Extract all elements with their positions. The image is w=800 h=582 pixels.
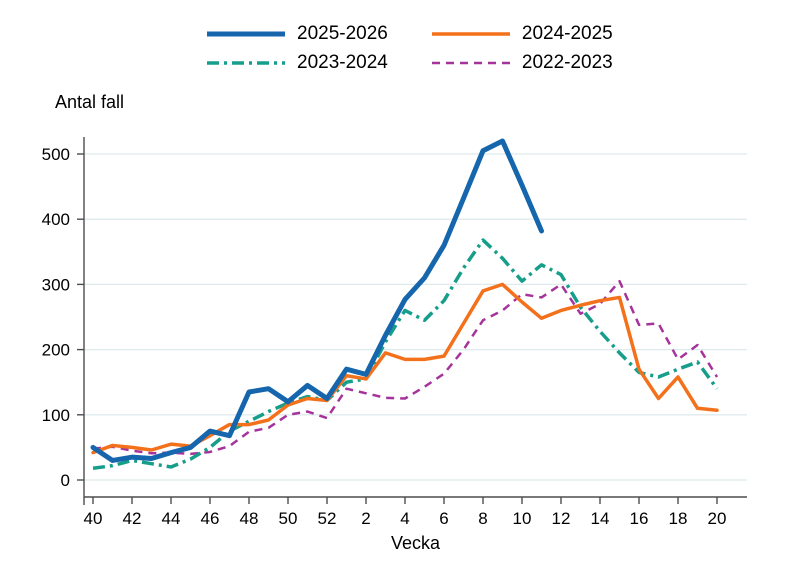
- x-tick-label: 44: [162, 509, 181, 528]
- x-tick-label: 46: [201, 509, 220, 528]
- y-tick-label: 100: [42, 406, 70, 425]
- x-tick-label: 50: [279, 509, 298, 528]
- y-tick-label: 200: [42, 341, 70, 360]
- x-tick-label: 10: [513, 509, 532, 528]
- legend-item-2024-2025: 2024-2025: [430, 22, 613, 46]
- x-tick-label: 40: [84, 509, 103, 528]
- legend-column-1: 2025-2026 2023-2024: [205, 22, 388, 75]
- y-tick-label: 300: [42, 275, 70, 294]
- legend-label: 2023-2024: [297, 52, 388, 73]
- legend-line-sample-icon: [207, 31, 285, 37]
- x-tick-label: 18: [669, 509, 688, 528]
- series-line-2023-2024: [92, 238, 719, 470]
- chart-legend: 2025-2026 2023-2024 2024-2025 2022-2023: [205, 22, 613, 75]
- legend-label: 2025-2026: [297, 23, 388, 44]
- legend-item-2022-2023: 2022-2023: [430, 51, 613, 75]
- x-tick-label: 8: [478, 509, 487, 528]
- x-tick-label: 2: [361, 509, 370, 528]
- legend-label: 2024-2025: [521, 23, 613, 44]
- x-tick-label: 52: [318, 509, 337, 528]
- legend-item-2025-2026: 2025-2026: [205, 22, 388, 46]
- legend-column-2: 2024-2025 2022-2023: [430, 22, 613, 75]
- x-tick-label: 16: [630, 509, 649, 528]
- x-tick-label: 14: [591, 509, 610, 528]
- legend-label: 2022-2023: [521, 52, 613, 73]
- x-tick-label: 48: [240, 509, 259, 528]
- y-tick-label: 400: [42, 210, 70, 229]
- x-axis-title: Vecka: [390, 533, 441, 553]
- x-tick-label: 12: [552, 509, 571, 528]
- y-axis-title: Antal fall: [55, 92, 125, 112]
- x-tick-label: 4: [400, 509, 409, 528]
- x-tick-label: 42: [123, 509, 142, 528]
- x-tick-label: 6: [439, 509, 448, 528]
- x-tick-label: 20: [708, 509, 727, 528]
- legend-item-2023-2024: 2023-2024: [205, 51, 388, 75]
- series-line-2025-2026: [90, 138, 544, 463]
- y-tick-label: 500: [42, 145, 70, 164]
- y-tick-label: 0: [61, 471, 70, 490]
- legend-line-sample-icon: [431, 32, 510, 36]
